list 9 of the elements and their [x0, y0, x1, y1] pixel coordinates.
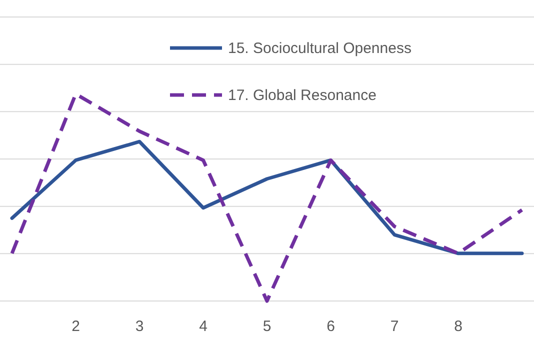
legend-label: 15. Sociocultural Openness	[228, 40, 412, 57]
legend-label: 17. Global Resonance	[228, 87, 376, 104]
x-tick-label: 7	[390, 318, 399, 335]
x-tick-label: 4	[199, 318, 208, 335]
x-tick-label: 5	[262, 318, 272, 335]
x-tick-label: 2	[72, 318, 80, 335]
x-tick-label: 3	[135, 318, 144, 335]
x-tick-label: 8	[454, 318, 462, 335]
x-tick-label: 6	[326, 318, 335, 335]
